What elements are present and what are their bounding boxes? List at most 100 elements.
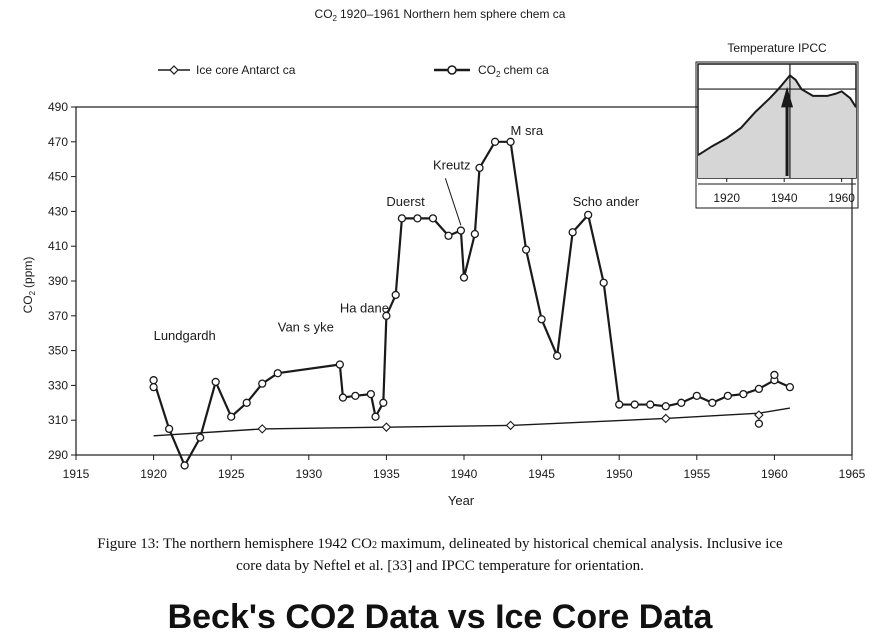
annotation-label: Van s yke (278, 319, 334, 334)
chemical-point (677, 398, 686, 407)
ice-core-point (754, 410, 764, 420)
ice-core-point (505, 420, 516, 431)
annotation-label: M sra (511, 123, 544, 138)
chemical-point (568, 228, 577, 237)
chemical-point (164, 424, 174, 434)
chemical-point (196, 433, 205, 442)
chemical-point (456, 226, 466, 235)
y-tick-label: 390 (48, 274, 68, 288)
chemical-point (470, 229, 480, 239)
inset-x-tick-label: 1940 (771, 191, 798, 205)
annotation-label: Kreutz (433, 158, 471, 173)
y-tick-label: 350 (48, 344, 68, 358)
chemical-point (397, 214, 407, 223)
series-ice-core-line (153, 407, 791, 437)
annotation-pointer (444, 178, 462, 226)
chemical-point (754, 384, 764, 394)
inset-outer-frame (695, 61, 859, 209)
chemical-point (584, 210, 593, 220)
chemical-point (770, 370, 779, 380)
chemical-point (692, 391, 701, 400)
inset-area (698, 75, 856, 178)
figure-caption: Figure 13: The northern hemisphere 1942 … (97, 536, 783, 574)
chemical-point (335, 360, 344, 369)
y-tick-label: 430 (48, 204, 68, 218)
x-tick-label: 1935 (373, 467, 400, 481)
chemical-point (521, 245, 531, 254)
chemical-point (490, 137, 500, 146)
inset-title: Temperature IPCC (727, 41, 827, 55)
annotation-label: Duerst (386, 194, 425, 209)
x-tick-label: 1920 (140, 467, 167, 481)
chemical-point (506, 137, 515, 146)
chemical-point (258, 379, 267, 388)
x-tick-label: 1960 (761, 467, 788, 481)
legend-chem-label: CO2 chem ca (478, 63, 549, 79)
chart-title: CO2 1920–1961 Northern hem sphere chem ca (315, 7, 566, 23)
x-tick-label: 1915 (63, 467, 90, 481)
chemical-point (149, 376, 158, 385)
annotation-label: Scho ander (573, 194, 640, 209)
y-tick-label: 310 (48, 413, 68, 427)
y-tick-label: 290 (48, 448, 68, 462)
chemical-point (338, 393, 348, 402)
x-tick-label: 1930 (295, 467, 322, 481)
y-tick-label: 490 (48, 100, 68, 114)
x-axis-label: Year (448, 493, 475, 508)
chemical-point (444, 231, 453, 240)
legend-ice-marker (169, 65, 179, 75)
chemical-point (552, 351, 562, 360)
chemical-point (708, 398, 717, 407)
chemical-point (391, 290, 400, 300)
chemical-point (537, 315, 546, 324)
ice-core-point (257, 424, 268, 434)
chemical-point (180, 461, 189, 470)
inset-x-tick-label: 1960 (828, 191, 855, 205)
chemical-point (149, 382, 158, 392)
x-tick-label: 1945 (528, 467, 555, 481)
inset-x-tick-label: 1920 (713, 191, 740, 205)
y-axis-label: CO2(ppm) (21, 257, 37, 314)
x-tick-label: 1940 (451, 467, 478, 481)
ice-core-point (381, 422, 392, 432)
legend: Ice core Antarct ca CO2 chem ca (158, 63, 549, 79)
chemical-point (661, 402, 670, 411)
legend-chem-marker (447, 65, 457, 75)
chemical-point (351, 391, 360, 400)
chemical-point (366, 389, 376, 399)
x-tick-label: 1955 (683, 467, 710, 481)
y-tick-label: 330 (48, 378, 68, 392)
y-tick-label: 410 (48, 239, 68, 253)
ice-core-point (660, 413, 671, 424)
y-tick-label: 370 (48, 309, 68, 323)
chemical-point (475, 163, 484, 173)
chemical-point (273, 369, 282, 378)
chemical-point (785, 382, 795, 392)
banner-title: Beck's CO2 Data vs Ice Core Data (167, 598, 713, 636)
annotation-label: Ha dane (340, 300, 389, 315)
chemical-point (413, 214, 422, 223)
chemical-point (242, 398, 251, 407)
chemical-point (723, 391, 732, 400)
chemical-point (599, 278, 608, 287)
chemical-point (227, 412, 236, 421)
chemical-point (646, 400, 655, 409)
chemical-point (428, 214, 438, 223)
chemical-point (379, 398, 388, 407)
y-tick-label: 470 (48, 135, 68, 149)
y-tick-label: 450 (48, 170, 68, 184)
chemical-point (371, 412, 380, 421)
chemical-point (615, 400, 624, 409)
annotation-label: Lundgardh (154, 328, 216, 343)
x-tick-label: 1925 (218, 467, 245, 481)
main-plot: 1915 1920 1925 1930 1935 1940 1945 1950 1955 1960… (48, 100, 866, 481)
chart-area: CO2 1920–1961 Northern hem sphere chem ca… (21, 7, 866, 508)
chemical-point (459, 273, 469, 282)
chemical-point (754, 419, 764, 428)
chemical-point (739, 389, 748, 399)
legend-ice-label: Ice core Antarct ca (196, 63, 296, 77)
x-tick-label: 1965 (839, 467, 866, 481)
x-tick-label: 1950 (606, 467, 633, 481)
chemical-point (211, 377, 220, 387)
inset-arrow-head (781, 86, 794, 108)
